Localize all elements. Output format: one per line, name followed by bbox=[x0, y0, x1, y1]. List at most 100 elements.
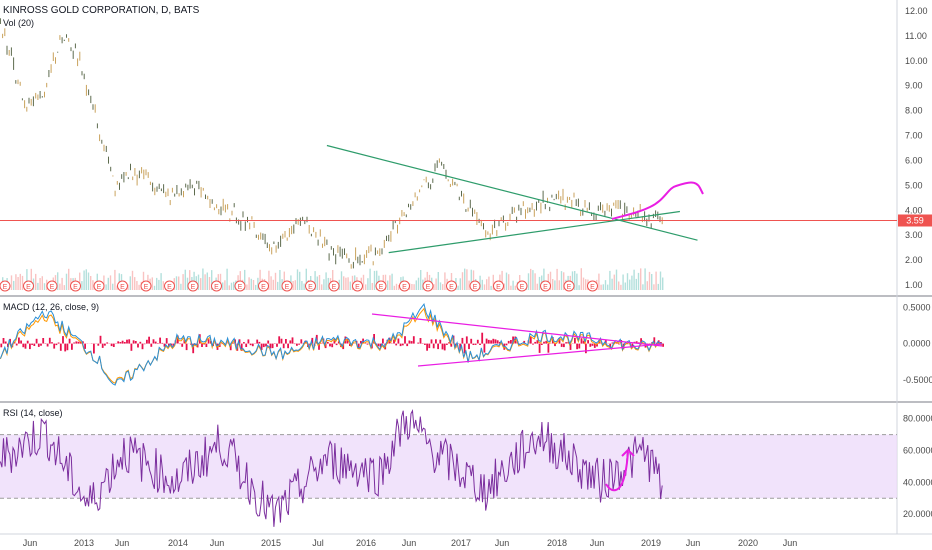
macd-hist-bar bbox=[240, 343, 243, 351]
macd-hist-bar bbox=[472, 343, 475, 345]
earnings-marker[interactable] bbox=[563, 280, 575, 292]
volume-bar bbox=[651, 274, 653, 290]
trend-lines bbox=[326, 144, 698, 254]
earnings-marker-label: E bbox=[332, 284, 337, 291]
price-tick: 5.00 bbox=[905, 180, 923, 190]
macd-hist-bar bbox=[366, 343, 369, 345]
macd-hist-bar bbox=[543, 341, 545, 344]
earnings-marker[interactable] bbox=[46, 280, 58, 292]
volume-bar bbox=[631, 275, 633, 290]
volume-bar bbox=[233, 281, 235, 290]
volume-bar bbox=[114, 269, 116, 290]
macd-hist-bar bbox=[536, 340, 539, 344]
macd-hist-bar bbox=[293, 343, 296, 345]
earnings-marker[interactable] bbox=[516, 280, 528, 292]
macd-hist-bar bbox=[22, 343, 25, 348]
time-tick: Jun bbox=[783, 538, 798, 548]
earnings-marker[interactable] bbox=[493, 280, 504, 292]
macd-hist-bar bbox=[461, 337, 464, 344]
volume-bar bbox=[204, 274, 206, 290]
macd-hist-bar bbox=[71, 343, 73, 350]
rsi-projection-arrowhead bbox=[621, 448, 635, 457]
earnings-marker[interactable] bbox=[0, 280, 11, 292]
macd-hist-bar bbox=[397, 338, 400, 344]
macd-hist-bar bbox=[110, 343, 113, 347]
macd-hist-bar bbox=[48, 337, 51, 344]
macd-hist-bar bbox=[46, 343, 49, 347]
macd-hist-bar bbox=[300, 339, 303, 344]
volume-bar bbox=[578, 285, 580, 290]
earnings-marker[interactable] bbox=[70, 280, 81, 292]
volume-bar bbox=[642, 284, 644, 290]
volume-bar bbox=[556, 268, 558, 290]
upper-trendline bbox=[326, 144, 698, 241]
earnings-marker[interactable] bbox=[305, 280, 316, 292]
earnings-marker[interactable] bbox=[211, 280, 222, 292]
earnings-marker[interactable] bbox=[23, 280, 34, 292]
macd-hist-bar bbox=[134, 341, 137, 344]
volume-bar bbox=[186, 277, 189, 290]
macd-hist-bar bbox=[172, 343, 175, 347]
macd-hist-bar bbox=[554, 343, 556, 347]
macd-hist-bar bbox=[377, 343, 380, 347]
macd-hist-bar bbox=[165, 338, 168, 344]
earnings-marker[interactable] bbox=[469, 280, 481, 292]
volume-bar bbox=[162, 281, 164, 290]
time-tick: Jun bbox=[402, 538, 417, 548]
macd-hist-bar bbox=[51, 342, 53, 344]
macd-hist-bar bbox=[437, 343, 439, 350]
volume-bar bbox=[470, 269, 472, 290]
volume-bar bbox=[277, 281, 279, 290]
earnings-marker[interactable] bbox=[422, 280, 434, 292]
earnings-marker[interactable] bbox=[540, 280, 551, 292]
time-tick: Jun bbox=[115, 538, 130, 548]
macd-hist-bar bbox=[181, 343, 184, 347]
macd-hist-bar bbox=[481, 332, 484, 344]
earnings-marker[interactable] bbox=[187, 280, 199, 292]
macd-hist-bar bbox=[474, 343, 477, 345]
earnings-marker-label: E bbox=[308, 284, 313, 291]
macd-hist-bar bbox=[360, 340, 362, 344]
volume-bar bbox=[600, 284, 602, 290]
earnings-marker[interactable] bbox=[281, 280, 293, 292]
earnings-marker[interactable] bbox=[328, 280, 340, 292]
earnings-marker[interactable] bbox=[375, 280, 387, 292]
macd-hist-bar bbox=[408, 340, 411, 344]
macd-hist-bar bbox=[412, 336, 415, 344]
earnings-marker[interactable] bbox=[258, 280, 269, 292]
volume-bar bbox=[604, 280, 607, 290]
macd-hist-bar bbox=[258, 341, 261, 344]
volume-bar bbox=[488, 276, 490, 290]
volume-bar bbox=[138, 284, 140, 290]
volume-bar bbox=[316, 276, 318, 290]
earnings-marker[interactable] bbox=[117, 280, 128, 292]
volume-bar bbox=[611, 278, 613, 290]
earnings-marker[interactable] bbox=[399, 280, 410, 292]
earnings-marker[interactable] bbox=[164, 280, 175, 292]
macd-hist-bar bbox=[483, 343, 486, 353]
earnings-marker-label: E bbox=[73, 284, 78, 291]
macd-hist-bar bbox=[35, 338, 38, 344]
macd-hist-bar bbox=[55, 343, 58, 346]
earnings-marker[interactable] bbox=[352, 280, 363, 292]
volume-bar bbox=[413, 284, 415, 290]
earnings-marker[interactable] bbox=[234, 280, 246, 292]
macd-hist-bar bbox=[476, 339, 479, 344]
macd-hist-bar bbox=[439, 339, 442, 344]
macd-hist-bar bbox=[410, 341, 413, 344]
earnings-marker[interactable] bbox=[93, 280, 105, 292]
macd-hist-bar bbox=[529, 336, 532, 344]
volume-bar bbox=[268, 270, 270, 290]
earnings-marker[interactable] bbox=[587, 280, 598, 292]
earnings-marker-label: E bbox=[426, 284, 431, 291]
earnings-marker[interactable] bbox=[140, 280, 152, 292]
earnings-marker[interactable] bbox=[446, 280, 457, 292]
macd-hist-bar bbox=[631, 343, 634, 348]
volume-bar bbox=[90, 276, 92, 290]
volume-bar bbox=[538, 276, 541, 290]
volume-bar bbox=[318, 275, 321, 290]
volume-bar bbox=[395, 283, 398, 290]
macd-hist-bar bbox=[123, 342, 126, 344]
macd-hist-bar bbox=[591, 343, 594, 346]
